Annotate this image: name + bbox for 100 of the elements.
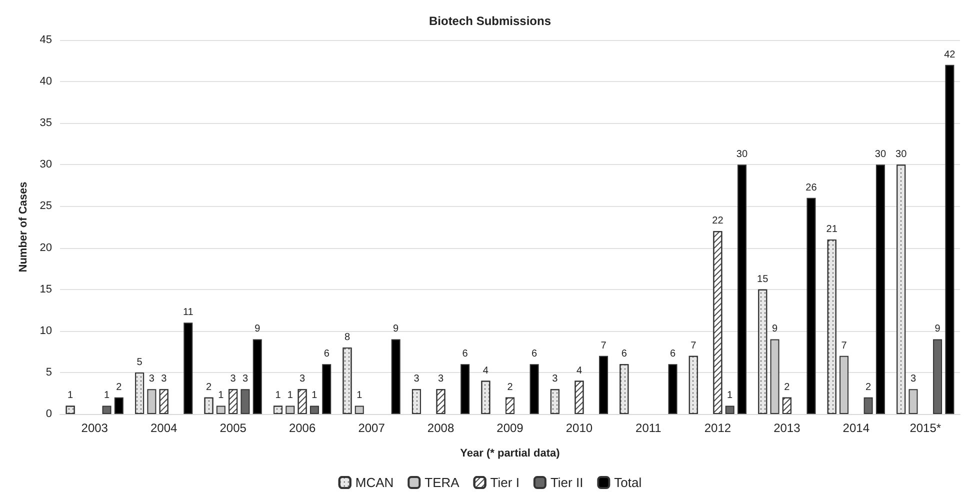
data-label: 9 [772, 324, 778, 335]
x-tick-label: 2005 [220, 421, 247, 435]
x-tick-label: 2013 [774, 421, 801, 435]
data-label: 7 [690, 340, 697, 352]
data-label: 8 [344, 332, 350, 344]
data-label: 3 [148, 374, 155, 385]
data-label: 1 [287, 390, 294, 402]
y-tick-label: 10 [40, 324, 52, 337]
legend-label: TERA [424, 475, 460, 490]
data-label: 2 [866, 382, 872, 393]
bar [599, 356, 608, 414]
bar [310, 406, 319, 414]
data-label: 6 [532, 348, 538, 360]
bar [737, 164, 746, 414]
data-label: 30 [896, 149, 908, 160]
data-label: 5 [136, 356, 143, 368]
data-label: 1 [727, 390, 734, 402]
y-tick-label: 25 [40, 200, 52, 212]
bar [286, 406, 295, 414]
bar [945, 64, 954, 414]
data-label: 3 [300, 374, 306, 385]
x-tick-label: 2014 [842, 421, 870, 435]
x-tick-label: 2008 [427, 421, 454, 435]
data-label: 1 [68, 390, 74, 402]
bar [147, 389, 156, 414]
data-label: 26 [806, 182, 818, 194]
legend-label: Tier I [490, 475, 520, 490]
y-tick-label: 35 [40, 117, 52, 130]
x-tick-label: 2007 [358, 421, 386, 435]
data-label: 6 [324, 348, 330, 360]
data-label: 6 [462, 348, 468, 360]
x-tick-label: 2004 [150, 421, 178, 435]
bar [864, 397, 873, 414]
y-axis-title: Number of Cases [17, 182, 30, 272]
bar [806, 198, 816, 414]
data-label: 3 [242, 374, 248, 385]
y-tick-label: 5 [46, 366, 52, 378]
legend-label: Tier II [550, 475, 584, 490]
bar [322, 364, 332, 414]
y-tick-label: 0 [46, 408, 52, 420]
data-label: 2 [507, 382, 514, 393]
data-label: 1 [275, 390, 282, 402]
data-label: 42 [944, 49, 956, 60]
data-label: 3 [161, 374, 168, 385]
bar [908, 389, 918, 414]
data-label: 2 [116, 382, 122, 393]
bar [216, 406, 226, 414]
data-label: 1 [356, 390, 363, 402]
bar [770, 339, 780, 414]
data-label: 7 [600, 340, 607, 352]
chart-title: Biotech Submissions [428, 14, 552, 28]
data-label: 3 [230, 374, 236, 385]
bar [391, 339, 400, 414]
data-label: 4 [576, 365, 582, 376]
bar [840, 356, 849, 414]
bar [114, 397, 124, 414]
y-tick-label: 15 [40, 283, 52, 296]
bar [252, 339, 262, 414]
data-label: 3 [552, 374, 558, 385]
data-label: 6 [670, 348, 676, 360]
x-tick-label: 2003 [81, 421, 108, 435]
y-tick-label: 45 [40, 34, 52, 46]
data-label: 1 [312, 390, 318, 402]
x-tick-label: 2015* [910, 421, 942, 435]
data-label: 9 [934, 324, 941, 335]
x-tick-label: 2006 [288, 421, 316, 435]
data-label: 7 [841, 340, 848, 352]
bar [933, 339, 942, 414]
x-tick-label: 2009 [496, 421, 524, 435]
x-tick-label: 2010 [566, 421, 593, 435]
data-label: 30 [736, 149, 748, 160]
data-label: 4 [482, 365, 489, 376]
data-label: 3 [910, 374, 916, 385]
bar [184, 322, 193, 414]
data-label: 1 [218, 390, 224, 402]
bar [530, 364, 539, 414]
data-label: 1 [104, 390, 110, 402]
x-tick-label: 2011 [636, 421, 662, 435]
data-label: 9 [393, 324, 400, 335]
bar [876, 164, 885, 414]
data-label: 2 [784, 382, 790, 393]
bar [354, 406, 364, 414]
data-label: 11 [182, 307, 194, 318]
data-label: 3 [414, 374, 420, 385]
data-label: 3 [438, 374, 444, 385]
x-tick-label: 2012 [704, 421, 732, 435]
bar [460, 364, 470, 414]
data-label: 9 [254, 324, 261, 335]
legend-label: Total [614, 475, 642, 490]
bar [725, 406, 734, 414]
bar [668, 364, 678, 414]
bar [102, 406, 112, 414]
data-label: 30 [874, 149, 886, 160]
data-label: 22 [712, 216, 724, 227]
legend-label: MCAN [355, 475, 394, 490]
bar [240, 389, 250, 414]
data-label: 2 [206, 382, 212, 393]
data-label: 15 [757, 274, 769, 285]
y-tick-label: 20 [40, 242, 52, 254]
y-tick-label: 30 [40, 158, 52, 171]
